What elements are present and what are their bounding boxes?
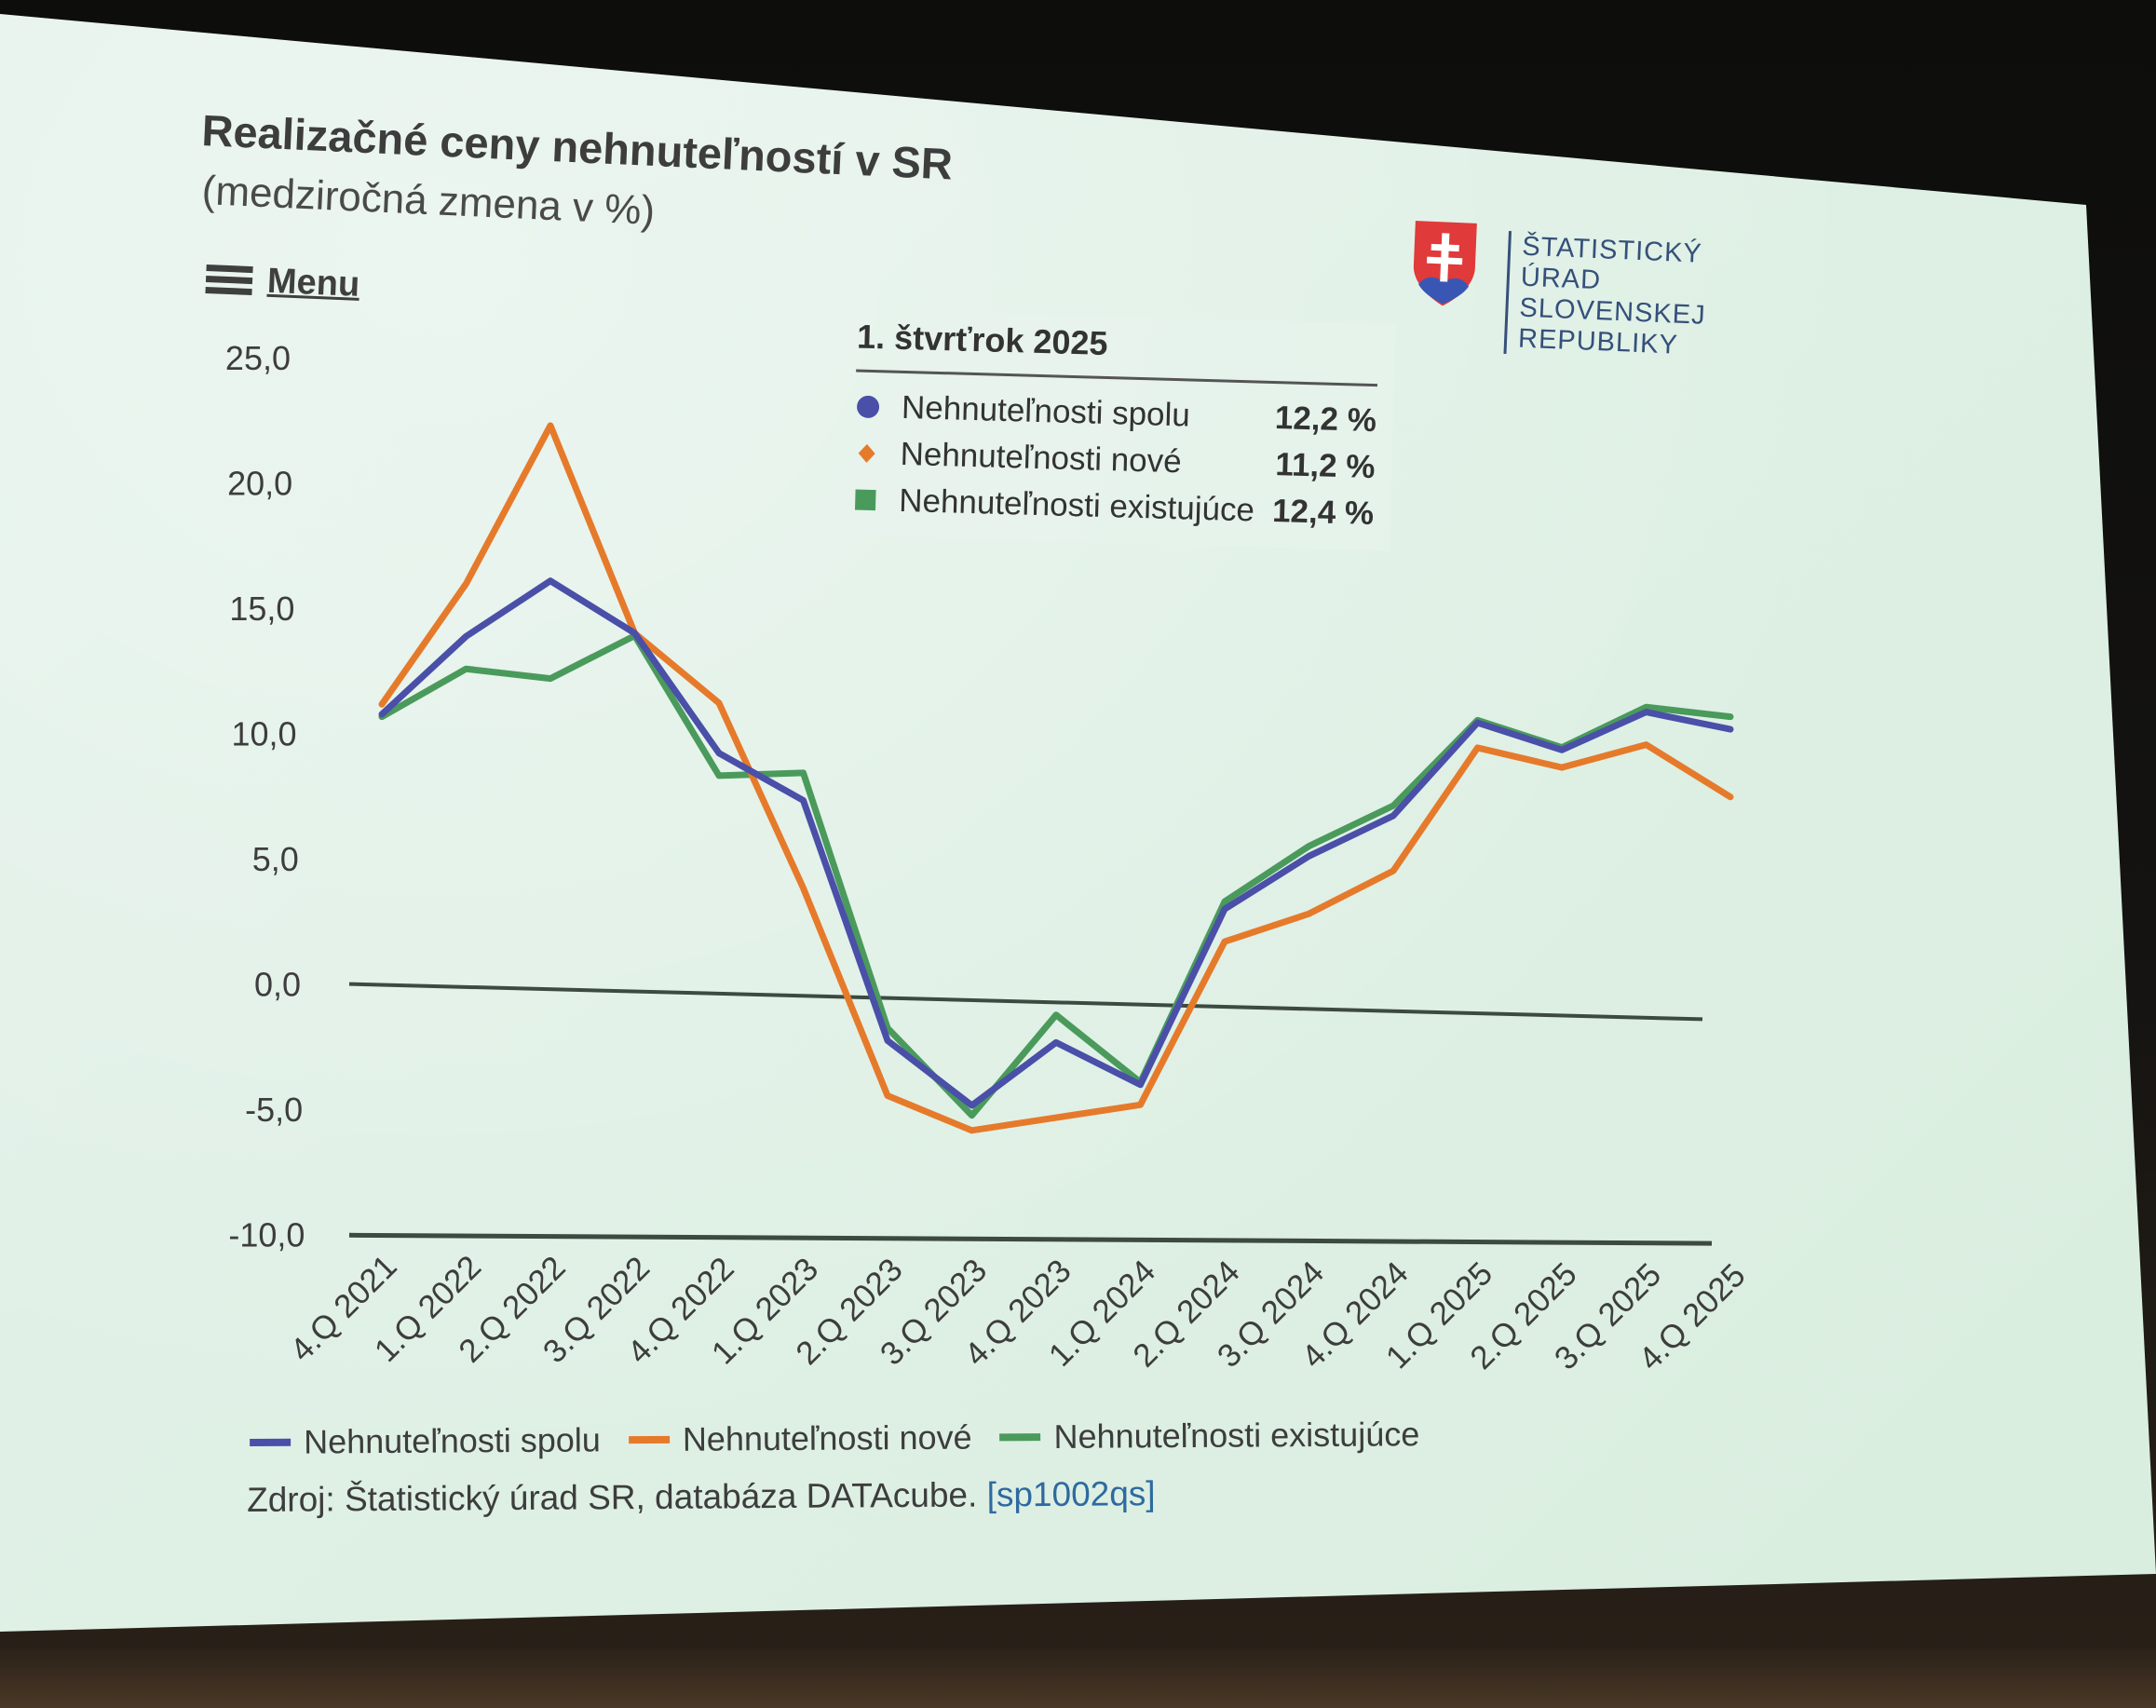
summary-row-name: Nehnuteľnosti nové [900, 435, 1183, 481]
x-axis-line [348, 1232, 1713, 1246]
y-tick-label: 0,0 [254, 966, 301, 1004]
square-marker-icon [854, 489, 876, 511]
source-text: Zdroj: Štatistický úrad SR, databáza DAT… [247, 1475, 978, 1519]
legend-label: Nehnuteľnosti existujúce [1053, 1415, 1420, 1456]
summary-row-value: 11,2 % [1274, 446, 1376, 486]
diamond-marker-icon [858, 443, 875, 463]
y-tick-label: 10,0 [232, 715, 297, 753]
circle-marker-icon [857, 395, 880, 418]
legend-swatch [628, 1435, 670, 1444]
zero-line [348, 982, 1703, 1022]
legend-item-nove[interactable]: Nehnuteľnosti nové [628, 1417, 972, 1460]
legend-label: Nehnuteľnosti nové [682, 1417, 972, 1458]
source-note: Zdroj: Štatistický úrad SR, databáza DAT… [247, 1474, 1156, 1520]
summary-row-name: Nehnuteľnosti existujúce [898, 481, 1255, 529]
legend-swatch [250, 1438, 292, 1446]
summary-row-nove: Nehnuteľnosti nové 11,2 % [853, 429, 1376, 491]
y-tick-label: 15,0 [229, 590, 294, 628]
y-tick-label: 20,0 [227, 465, 292, 503]
summary-row-existujuce: Nehnuteľnosti existujúce 12,4 % [852, 476, 1375, 537]
legend-item-spolu[interactable]: Nehnuteľnosti spolu [250, 1420, 601, 1462]
floor [0, 1648, 2156, 1708]
y-tick-label: -10,0 [228, 1216, 305, 1254]
y-tick-label: 5,0 [252, 840, 299, 878]
legend-item-existujuce[interactable]: Nehnuteľnosti existujúce [999, 1415, 1419, 1457]
summary-row-spolu: Nehnuteľnosti spolu 12,2 % [854, 383, 1376, 444]
source-code-link[interactable]: [sp1002qs] [986, 1474, 1156, 1514]
summary-row-value: 12,2 % [1274, 400, 1377, 440]
slovak-coat-of-arms-icon [1413, 221, 1477, 306]
legend-label: Nehnuteľnosti spolu [303, 1420, 601, 1461]
summary-row-name: Nehnuteľnosti spolu [901, 388, 1191, 434]
series-line-nove [378, 422, 1734, 1134]
legend-swatch [999, 1433, 1041, 1442]
series-line-spolu [378, 577, 1734, 1109]
summary-heading: 1. štvrťrok 2025 [856, 317, 1379, 387]
summary-row-value: 12,4 % [1271, 493, 1375, 533]
y-tick-label: 25,0 [225, 339, 291, 377]
chart-legend: Nehnuteľnosti spolu Nehnuteľnosti nové N… [250, 1415, 1419, 1462]
summary-box: 1. štvrťrok 2025 Nehnuteľnosti spolu 12,… [834, 309, 1396, 551]
y-tick-label: -5,0 [245, 1091, 303, 1129]
